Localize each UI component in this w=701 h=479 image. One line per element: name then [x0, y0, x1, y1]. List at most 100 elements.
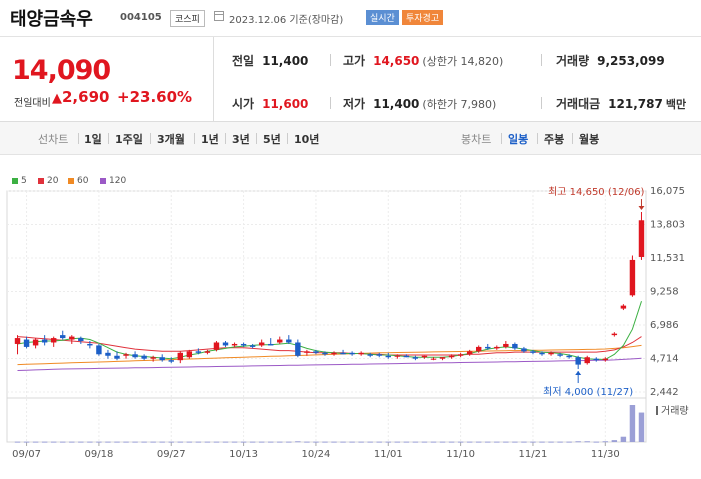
candle-body [195, 351, 202, 353]
candle-body [50, 338, 57, 343]
candle-body [141, 355, 147, 359]
volume-bar [277, 441, 283, 443]
low-value: 11,400 [373, 97, 420, 111]
y-tick-label: 13,803 [650, 219, 685, 230]
candle-body [340, 352, 346, 355]
volume-bar [385, 441, 391, 443]
candle-body [331, 352, 337, 355]
volume-bar [376, 441, 382, 443]
tab-period-10y[interactable]: 10년 [294, 133, 320, 146]
volume-bar [249, 441, 256, 443]
volume-cell: 거래량 9,253,099 [556, 52, 665, 69]
tab-period-1y[interactable]: 1년 [201, 133, 219, 146]
volume-bar [141, 441, 147, 443]
y-tick-label: 11,531 [650, 253, 685, 264]
volume-bar [195, 441, 202, 443]
legend-ma120: 120 [100, 176, 126, 186]
divider [501, 133, 502, 144]
tab-period-1w[interactable]: 1주일 [115, 133, 143, 146]
volume-bar [69, 441, 75, 443]
prev-close-value: 11,400 [262, 54, 309, 68]
min-annotation: 최저 4,000 (11/27) [543, 386, 633, 398]
tab-period-3y[interactable]: 3년 [232, 133, 250, 146]
tab-period-3m[interactable]: 3개월 [157, 133, 185, 146]
candle-body [14, 338, 21, 344]
volume-bar [629, 405, 636, 442]
volume-bar [87, 441, 93, 443]
x-tick-label: 11/10 [446, 449, 475, 460]
prev-close-label: 전일 [232, 54, 255, 68]
divider [108, 133, 109, 144]
upper-limit: (상한가 14,820) [422, 55, 504, 68]
y-tick-label: 4,714 [650, 354, 679, 365]
volume-bar [41, 441, 48, 443]
volume-bar [268, 441, 274, 443]
tab-line-chart[interactable]: 선차트 [38, 133, 69, 146]
x-tick-label: 11/30 [591, 449, 620, 460]
chart-frame [6, 190, 647, 443]
volume-bar [611, 440, 618, 442]
volume-bar [620, 436, 627, 442]
tab-period-5y[interactable]: 5년 [263, 133, 281, 146]
high-value: 14,650 [373, 54, 420, 68]
open-value: 11,600 [262, 97, 309, 111]
min-arrow-head [575, 371, 582, 376]
candle-body [286, 339, 292, 343]
change-amount: ▲2,690 [52, 88, 109, 106]
up-triangle-icon: ▲ [52, 91, 62, 106]
candle-body [168, 360, 174, 362]
divider [330, 97, 331, 109]
tab-candle-chart[interactable]: 봉차트 [461, 133, 492, 146]
realtime-button[interactable]: 실시간 [366, 10, 399, 25]
ma60-line [17, 344, 642, 366]
volume-bar [412, 441, 419, 443]
volume-bar [394, 441, 401, 443]
y-tick-label: 16,075 [650, 186, 685, 197]
candle-body [105, 352, 111, 356]
volume-bar [530, 441, 536, 443]
open-label: 시가 [232, 97, 255, 111]
divider [541, 97, 542, 109]
legend-ma5: 5 [12, 176, 27, 186]
candle-body [448, 355, 455, 358]
candle-body [114, 355, 120, 359]
tab-period-1d[interactable]: 1일 [84, 133, 102, 146]
x-tick-label: 09/07 [12, 449, 41, 460]
tab-candle-monthly[interactable]: 월봉 [579, 133, 600, 146]
x-tick-label: 10/13 [229, 449, 258, 460]
volume-bar [557, 441, 563, 443]
volume-bar [295, 441, 301, 443]
candle-body [430, 358, 437, 360]
calendar-icon [214, 11, 224, 21]
volume-bar [503, 441, 509, 443]
volume-bar [159, 441, 165, 443]
candle-body [186, 351, 193, 358]
candle-body [611, 333, 618, 336]
divider [256, 133, 257, 144]
candle-body [394, 355, 401, 357]
reference-date: 2023.12.06 기준(장마감) [229, 15, 344, 26]
candle-body [503, 343, 509, 347]
low-cell: 저가 11,400 (하한가 7,980) [343, 95, 496, 112]
candle-body [629, 259, 636, 296]
volume-bar [457, 441, 464, 443]
x-tick-label: 10/24 [302, 449, 331, 460]
volume-bar [213, 441, 220, 443]
candle-body [385, 355, 391, 358]
current-price: 14,090 [12, 55, 111, 86]
volume-bar [475, 441, 482, 443]
volume-bar [512, 441, 518, 443]
volume-bar [78, 441, 84, 443]
tab-candle-daily[interactable]: 일봉 [508, 133, 529, 146]
volume-bar [32, 441, 39, 443]
divider [225, 133, 226, 144]
tab-candle-weekly[interactable]: 주봉 [544, 133, 565, 146]
volume-bar [50, 441, 57, 443]
x-tick-label: 11/21 [519, 449, 548, 460]
candle-body [358, 352, 364, 355]
market-badge: 코스피 [170, 10, 205, 27]
amount-cell: 거래대금 121,787 백만 [556, 95, 686, 112]
volume-bar [168, 441, 174, 443]
candle-body [593, 358, 599, 361]
volume-bar [494, 441, 500, 443]
